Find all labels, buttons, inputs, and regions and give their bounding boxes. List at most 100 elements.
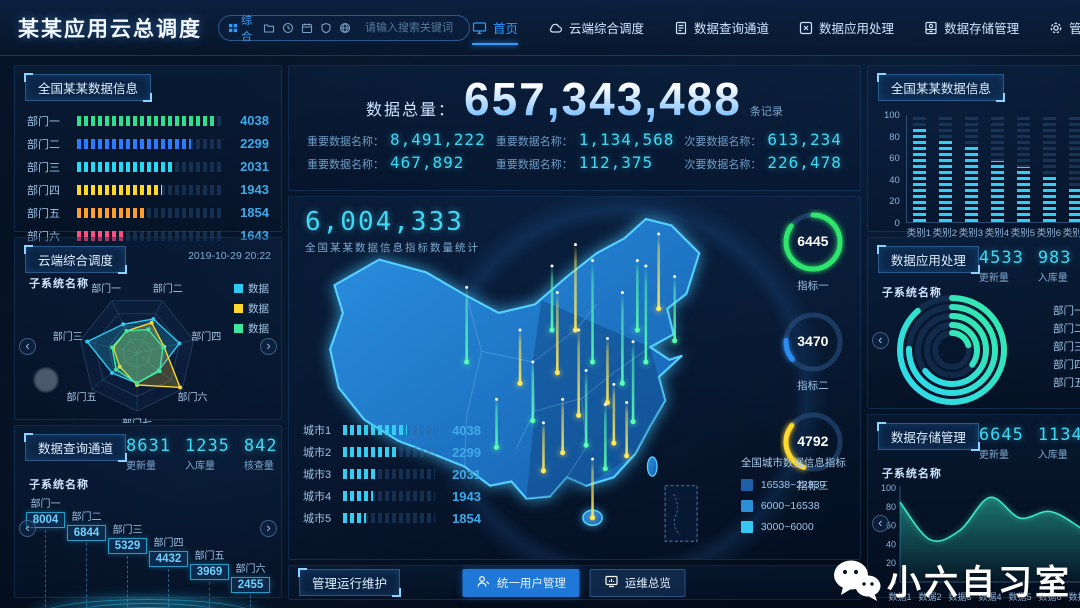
nav-label: 云端综合调度 <box>569 22 645 36</box>
grid-icon <box>229 23 238 32</box>
timestamp: 2019-10-29 20:22 <box>188 250 271 262</box>
app-title: 某某应用云总调度 <box>18 17 202 41</box>
legend-range: 16538~22339 <box>740 479 846 491</box>
svg-text:20: 20 <box>886 558 896 568</box>
bar <box>939 115 953 222</box>
svg-text:数据5: 数据5 <box>1008 591 1031 602</box>
svg-text:40: 40 <box>886 539 896 549</box>
query-stats: 8631 更新量 1235 入库量 842 核查量 <box>126 436 278 472</box>
folder-icon[interactable] <box>263 22 275 34</box>
user-button[interactable]: 统一用户管理 <box>462 568 580 597</box>
ring-label: 部门三6433 <box>1052 341 1080 353</box>
svg-text:数据4: 数据4 <box>978 591 1001 602</box>
search-input[interactable] <box>365 21 507 34</box>
carousel-left-icon[interactable] <box>871 515 889 533</box>
panel-storage: 数据存储管理 6645更新量1134入库量456存储量 子系统名称 020406… <box>866 414 1080 602</box>
glow-platform <box>30 591 266 608</box>
bar-row: 部门五 1854 <box>27 205 269 220</box>
nav-item-monitor[interactable]: 首页 <box>470 12 520 45</box>
step-item: 部门四 4432 <box>148 495 189 607</box>
indicator-value: 6,004,333 <box>305 207 464 237</box>
carousel-right-icon[interactable] <box>260 337 277 355</box>
carousel-left-icon[interactable] <box>19 337 36 355</box>
top-header: 某某应用云总调度 综合 首页 云端综合调度 数据查询通道 数据应用处理 数据存储管理 管理… <box>0 0 1080 56</box>
ring-label: 部门一8848 <box>1052 305 1080 317</box>
bar-row: 部门二 2299 <box>27 136 269 151</box>
calendar-icon[interactable] <box>301 22 313 34</box>
screen-button[interactable]: 运维总览 <box>589 568 686 597</box>
nav-item-gear[interactable]: 管理运行维护 <box>1047 12 1080 43</box>
gauge-指标一: 6445 指标一 <box>774 209 852 293</box>
legend-item[interactable]: 数据 <box>234 301 269 316</box>
subsystem-label: 子系统名称 <box>881 287 942 299</box>
svg-text:60: 60 <box>886 521 896 531</box>
search-filter-label: 综合 <box>241 14 253 43</box>
svg-text:部门一: 部门一 <box>91 282 121 295</box>
total-value: 657,343,488 <box>464 73 742 125</box>
app-stats: 4533更新量983入库量234核查量 <box>979 248 1080 284</box>
legend-item[interactable]: 数据 <box>234 321 269 336</box>
search-filter-dropdown[interactable]: 综合 <box>229 12 256 44</box>
bar-row: 部门一 4038 <box>27 113 269 128</box>
panel-title: 管理运行维护 <box>297 568 402 597</box>
shield-icon[interactable] <box>320 22 332 34</box>
svg-text:数据1: 数据1 <box>888 591 911 602</box>
subsystem-label: 子系统名称 <box>881 468 942 480</box>
radar-legend: 数据 数据 数据 <box>234 281 269 336</box>
legend-range: 6000~16538 <box>740 500 846 512</box>
stat: 842 核查量 <box>243 436 278 472</box>
globe-icon[interactable] <box>339 22 351 34</box>
svg-text:80: 80 <box>886 502 896 512</box>
right-column: 全国某某数据信息 100 80 60 40 20 0 类别1 类别2 类别3 类别4 类别5 类别6 类… <box>866 65 1080 602</box>
nav-label: 数据查询通道 <box>694 22 770 36</box>
ring-label-list: 部门一8848 部门二7532 部门三6433 部门四3498 部门五2034 <box>1053 300 1080 390</box>
step-item: 部门一 8004 <box>25 495 66 607</box>
nav-item-doc[interactable]: 数据查询通道 <box>672 12 771 43</box>
search-bar[interactable]: 综合 <box>218 12 507 44</box>
search-quick-icons <box>263 22 351 34</box>
gear-icon <box>1049 21 1063 35</box>
wechat-icon <box>834 560 881 601</box>
storage-stats: 6645更新量1134入库量456存储量 <box>979 425 1080 461</box>
stat: 1134 入库量 <box>1037 425 1080 461</box>
svg-text:数据6: 数据6 <box>1038 591 1061 602</box>
ring-label: 部门四3498 <box>1052 359 1080 371</box>
carousel-left-icon[interactable] <box>19 520 36 538</box>
nav-item-storage[interactable]: 数据存储管理 <box>922 12 1021 43</box>
watermark: 小六自习室 <box>831 555 1072 604</box>
indicator-total: 6,004,333 全国某某数据信息指标数量统计 <box>305 207 480 255</box>
svg-text:部门二: 部门二 <box>153 282 183 295</box>
legend-item[interactable]: 数据 <box>234 281 269 296</box>
map-legend-title: 全国城市数据信息指标 <box>740 457 846 469</box>
rings-chart <box>896 295 1007 405</box>
nav-item-appgrid[interactable]: 数据应用处理 <box>797 12 896 43</box>
carousel-right-icon[interactable] <box>260 520 277 538</box>
panel-total-stats: 数据总量： 657,343,488 条记录 重要数据名称： 8,491,222 重要… <box>288 65 861 191</box>
bar-row: 城市1 4038 <box>303 422 481 438</box>
center-stat: 次要数据名称： 226,478 <box>684 153 842 172</box>
indicator-caption: 全国某某数据信息指标数量统计 <box>305 242 480 254</box>
clock-icon[interactable] <box>282 22 294 34</box>
map-legend: 全国城市数据信息指标 16538~22339 6000~16538 3000~600… <box>740 455 846 533</box>
svg-text:0: 0 <box>891 577 896 587</box>
center-stat: 重要数据名称： 467,892 <box>307 153 465 172</box>
nav-item-cloud[interactable]: 云端综合调度 <box>546 12 646 43</box>
step-item: 部门二 6844 <box>66 495 107 607</box>
main-nav: 首页 云端综合调度 数据查询通道 数据应用处理 数据存储管理 管理运行维护 <box>470 12 1080 45</box>
bar <box>965 115 979 222</box>
carousel-left-icon[interactable] <box>871 331 889 349</box>
center-stats-grid: 重要数据名称： 8,491,222 重要数据名称： 1,134,568 次要数据名称： 6… <box>289 122 860 172</box>
panel-dept-data: 全国某某数据信息 部门一 4038 部门二 2299 部门三 2031 部门四 1943 部门五… <box>14 65 282 243</box>
bar-row: 城市2 2299 <box>303 444 481 460</box>
city-bar-list: 城市1 4038 城市2 2299 城市3 2031 城市4 1943 城市5 1854 <box>303 419 481 529</box>
ring-label: 部门五2034 <box>1052 377 1080 389</box>
panel-admin: 管理运行维护 统一用户管理 运维总览 <box>288 565 861 600</box>
category-bar-chart: 100806040200类别1类别2类别3类别4类别5类别6类别7类别8 <box>878 110 1080 239</box>
svg-text:部门六: 部门六 <box>178 390 208 403</box>
nav-label: 管理运行维护 <box>1069 22 1080 36</box>
svg-text:部门五: 部门五 <box>66 390 96 403</box>
storage-area-chart: 020406080100数据1数据2数据3数据4数据5数据6数据7数据8 <box>881 483 1080 602</box>
center-stat: 次要数据名称： 613,234 <box>684 130 842 149</box>
panel-app-processing: 数据应用处理 4533更新量983入库量234核查量 子系统名称 部门一8848… <box>866 237 1080 409</box>
step-item: 部门三 5329 <box>107 495 148 607</box>
